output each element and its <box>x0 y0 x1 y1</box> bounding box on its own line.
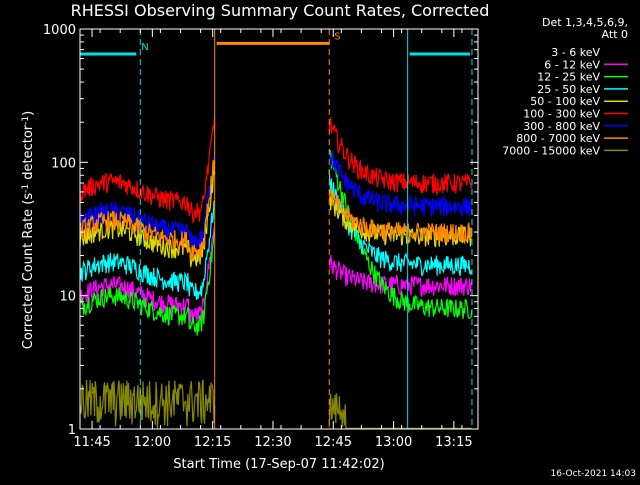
x-tick-label-4: 12:30 <box>254 435 291 450</box>
y-axis-label-sup-1: -1 <box>21 184 31 193</box>
y-tick-label-2: 10 <box>59 290 76 305</box>
legend-label-2: 6 - 12 keV <box>544 58 600 71</box>
legend-title-line-2: Att 0 <box>602 28 628 41</box>
series-line-6-after <box>328 117 473 196</box>
x-tick-label-2: 12:00 <box>134 435 171 450</box>
chart-title: RHESSI Observing Summary Count Rates, Co… <box>71 1 490 20</box>
y-axis-label-end: ) <box>21 111 36 116</box>
x-axis-label: Start Time (17-Sep-07 11:42:02) <box>173 457 384 472</box>
series-line-4-before <box>79 200 216 300</box>
series-line-8-before <box>79 159 216 261</box>
legend-label-5: 50 - 100 keV <box>530 95 600 108</box>
x-tick-label-6: 13:00 <box>375 435 412 450</box>
legend-label-4: 25 - 50 keV <box>537 83 600 96</box>
state-bar-label-1: N <box>141 42 148 53</box>
legend-label-9: 7000 - 15000 keV <box>502 144 600 157</box>
y-tick-label-4: 1000 <box>43 23 76 38</box>
series-line-1-before <box>79 250 216 358</box>
x-tick-label-7: 13:15 <box>435 435 472 450</box>
y-tick-label-3: 100 <box>51 156 76 171</box>
x-tick-label-1: 11:45 <box>73 435 110 450</box>
y-tick-label-1: 1 <box>68 423 76 438</box>
legend-label-8: 800 - 7000 keV <box>516 132 600 145</box>
legend-label-6: 100 - 300 keV <box>523 108 600 121</box>
series-line-3-before <box>79 231 216 336</box>
plot-frame <box>79 28 479 430</box>
y-axis-label-mid: detector <box>21 124 36 184</box>
series-line-7-after <box>328 150 473 217</box>
y-axis-label-main: Corrected Count Rate (s <box>21 193 36 350</box>
plot-area: NS <box>79 29 473 429</box>
series-line-2-after <box>328 255 473 297</box>
series-line-1-after <box>328 281 473 354</box>
y-axis-label: Corrected Count Rate (s-1 detector-1) <box>21 111 36 349</box>
series-line-9-before <box>79 379 216 429</box>
series-line-9-after <box>328 393 472 429</box>
axes: 1 10 100 1000 11:45 12:00 12:15 12:30 12:45 13:00… <box>43 23 479 450</box>
legend-title-line-1: Det 1,3,4,5,6,9, <box>542 16 628 29</box>
x-tick-label-5: 12:45 <box>315 435 352 450</box>
x-tick-label-3: 12:15 <box>194 435 231 450</box>
state-bar-label-2: S <box>334 31 340 42</box>
footer-timestamp: 16-Oct-2021 14:03 <box>551 469 636 479</box>
y-axis-label-sup-2: -1 <box>21 116 31 125</box>
series-line-8-after <box>328 187 473 245</box>
series-line-2-before <box>79 225 216 324</box>
legend-label-3: 12 - 25 keV <box>537 71 600 84</box>
legend-label-1: 3 - 6 keV <box>551 46 600 59</box>
legend-label-7: 300 - 800 keV <box>523 120 600 133</box>
series-line-7-before <box>79 152 216 252</box>
series-line-6-before <box>79 115 216 224</box>
